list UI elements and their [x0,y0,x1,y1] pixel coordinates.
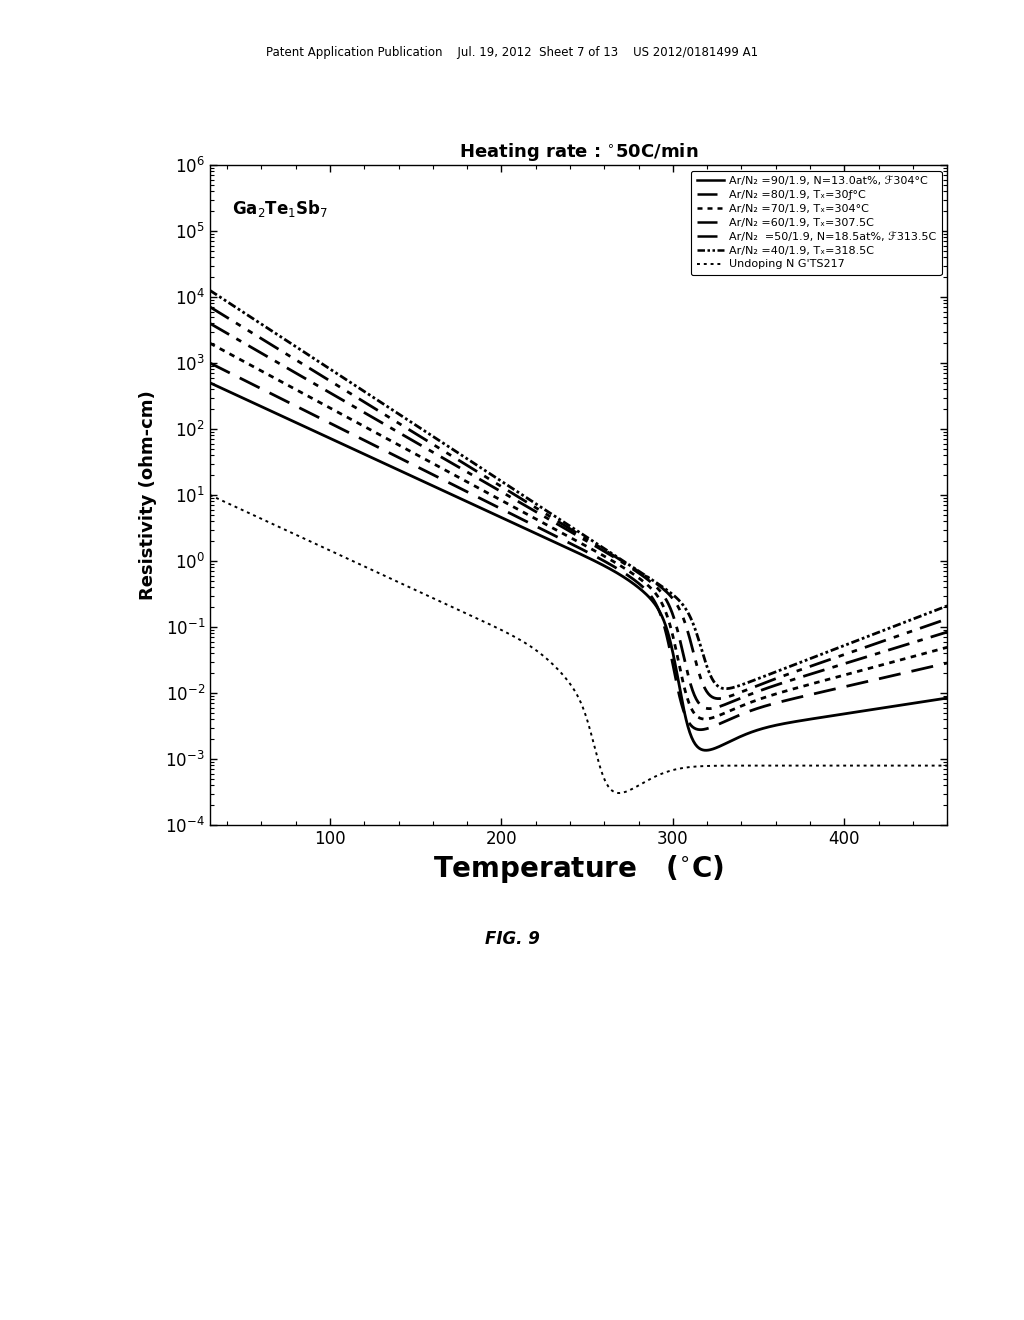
Text: FIG. 9: FIG. 9 [484,929,540,948]
X-axis label: Temperature   ($^{\circ}$C): Temperature ($^{\circ}$C) [433,854,724,886]
Title: Heating rate : $^{\circ}$50C/min: Heating rate : $^{\circ}$50C/min [459,141,698,162]
Y-axis label: Resistivity (ohm-cm): Resistivity (ohm-cm) [139,391,157,599]
Legend: Ar/N₂ =90/1.9, N=13.0at%, ℱ304°C, Ar/N₂ =80/1.9, Tₓ=30ƒ°C, Ar/N₂ =70/1.9, Tₓ=304: Ar/N₂ =90/1.9, N=13.0at%, ℱ304°C, Ar/N₂ … [691,170,942,275]
Text: Ga$_2$Te$_1$Sb$_7$: Ga$_2$Te$_1$Sb$_7$ [232,198,329,219]
Text: Patent Application Publication    Jul. 19, 2012  Sheet 7 of 13    US 2012/018149: Patent Application Publication Jul. 19, … [266,46,758,59]
